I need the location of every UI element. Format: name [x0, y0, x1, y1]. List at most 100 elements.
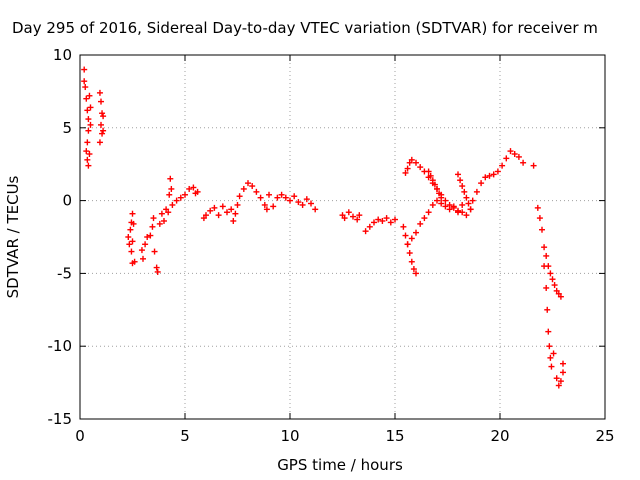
- data-point: [410, 266, 417, 273]
- data-point: [560, 369, 566, 376]
- data-point: [438, 194, 445, 201]
- data-point: [98, 98, 104, 105]
- data-point: [232, 210, 239, 217]
- data-point: [87, 121, 94, 128]
- data-point: [431, 181, 438, 188]
- data-point: [547, 354, 554, 361]
- data-point: [404, 165, 411, 172]
- data-point: [539, 226, 545, 233]
- data-point: [81, 66, 88, 73]
- data-point: [96, 139, 103, 146]
- grid-lines: [80, 55, 605, 419]
- data-point: [147, 232, 154, 239]
- data-point: [490, 171, 497, 178]
- x-tick-label: 5: [180, 427, 190, 445]
- data-point: [98, 121, 104, 128]
- data-point: [130, 220, 137, 227]
- data-point: [87, 104, 94, 111]
- data-point: [312, 206, 319, 213]
- data-point: [81, 78, 88, 85]
- y-tick-label: -10: [48, 337, 73, 355]
- data-point: [429, 201, 436, 208]
- data-point: [547, 270, 554, 277]
- data-point: [85, 162, 92, 169]
- data-point: [467, 206, 474, 213]
- data-point: [406, 250, 413, 257]
- data-point: [224, 209, 230, 216]
- data-point: [245, 180, 251, 187]
- data-point: [165, 209, 172, 216]
- data-point: [461, 188, 468, 195]
- data-point: [413, 159, 419, 166]
- data-point: [436, 190, 443, 197]
- data-point: [545, 328, 552, 335]
- data-point: [429, 177, 436, 184]
- data-point: [469, 197, 476, 204]
- data-point: [149, 223, 156, 230]
- data-point: [234, 201, 241, 208]
- data-point: [82, 84, 89, 91]
- data-point: [156, 220, 163, 227]
- data-point: [417, 220, 424, 227]
- data-point: [100, 127, 107, 134]
- data-point: [544, 306, 551, 313]
- data-point: [84, 156, 91, 163]
- data-point: [408, 235, 415, 242]
- data-point: [186, 185, 193, 192]
- data-point: [211, 204, 218, 211]
- data-point: [425, 168, 432, 175]
- data-point: [138, 247, 145, 254]
- data-point: [354, 216, 361, 223]
- data-point: [366, 223, 373, 230]
- data-point: [494, 168, 501, 175]
- data-point: [126, 241, 133, 248]
- data-point: [560, 360, 566, 367]
- data-point: [463, 212, 470, 219]
- data-point: [507, 148, 514, 155]
- data-point: [158, 210, 165, 217]
- data-point: [127, 226, 134, 233]
- data-point: [240, 185, 247, 192]
- data-point: [150, 215, 157, 222]
- data-point: [421, 215, 428, 222]
- data-point: [99, 130, 106, 137]
- data-point: [383, 215, 390, 222]
- data-point: [549, 276, 556, 283]
- data-point: [295, 199, 302, 206]
- y-tick-label: 10: [53, 46, 72, 64]
- data-point: [142, 241, 149, 248]
- data-point: [153, 264, 160, 271]
- data-point: [427, 172, 434, 179]
- data-point: [86, 151, 93, 158]
- data-point: [478, 180, 485, 187]
- data-point: [408, 156, 415, 163]
- data-point: [550, 350, 557, 357]
- data-point: [303, 196, 310, 203]
- data-point: [190, 184, 197, 191]
- data-point: [438, 200, 445, 207]
- data-point: [85, 127, 92, 134]
- data-point: [503, 155, 510, 162]
- data-point: [387, 219, 394, 226]
- data-point: [413, 229, 419, 236]
- data-point: [274, 194, 281, 201]
- data-point: [413, 270, 419, 277]
- x-tick-label: 0: [75, 427, 85, 445]
- data-point: [534, 204, 541, 211]
- x-axis-label: GPS time / hours: [277, 456, 403, 474]
- data-point: [530, 162, 537, 169]
- data-point: [408, 258, 415, 265]
- data-point: [263, 206, 270, 213]
- data-point: [520, 159, 527, 166]
- data-point: [459, 201, 466, 208]
- data-point: [402, 232, 409, 239]
- data-point: [465, 200, 472, 207]
- data-point: [499, 162, 506, 169]
- data-point: [261, 201, 268, 208]
- plot-frame: [79, 54, 606, 420]
- data-point: [541, 263, 548, 270]
- data-point: [543, 252, 550, 259]
- data-point: [417, 164, 424, 171]
- data-point: [215, 212, 222, 219]
